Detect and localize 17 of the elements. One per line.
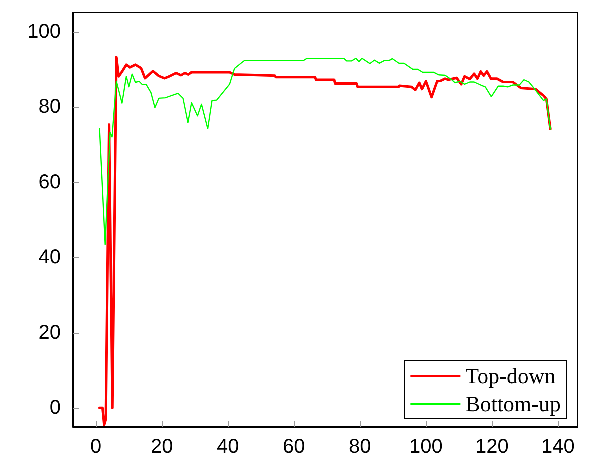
legend-label: Bottom-up	[466, 392, 562, 416]
x-tick-label: 40	[217, 436, 240, 458]
y-tick-label: 20	[38, 322, 61, 344]
legend-label: Top-down	[466, 364, 556, 388]
x-tick-label: 60	[283, 436, 306, 458]
x-tick-label: 80	[349, 436, 372, 458]
x-tick-label: 120	[475, 436, 509, 458]
x-tick-label: 140	[542, 436, 575, 458]
y-tick-label: 60	[38, 171, 61, 194]
y-tick-label: 80	[38, 96, 61, 118]
y-tick-label: 0	[50, 397, 61, 420]
y-tick-label: 40	[38, 246, 61, 269]
x-tick-label: 0	[90, 436, 102, 458]
x-tick-label: 100	[409, 436, 443, 458]
line-series	[99, 58, 552, 246]
x-tick-label: 20	[150, 436, 174, 458]
y-tick-label: 100	[28, 20, 61, 43]
